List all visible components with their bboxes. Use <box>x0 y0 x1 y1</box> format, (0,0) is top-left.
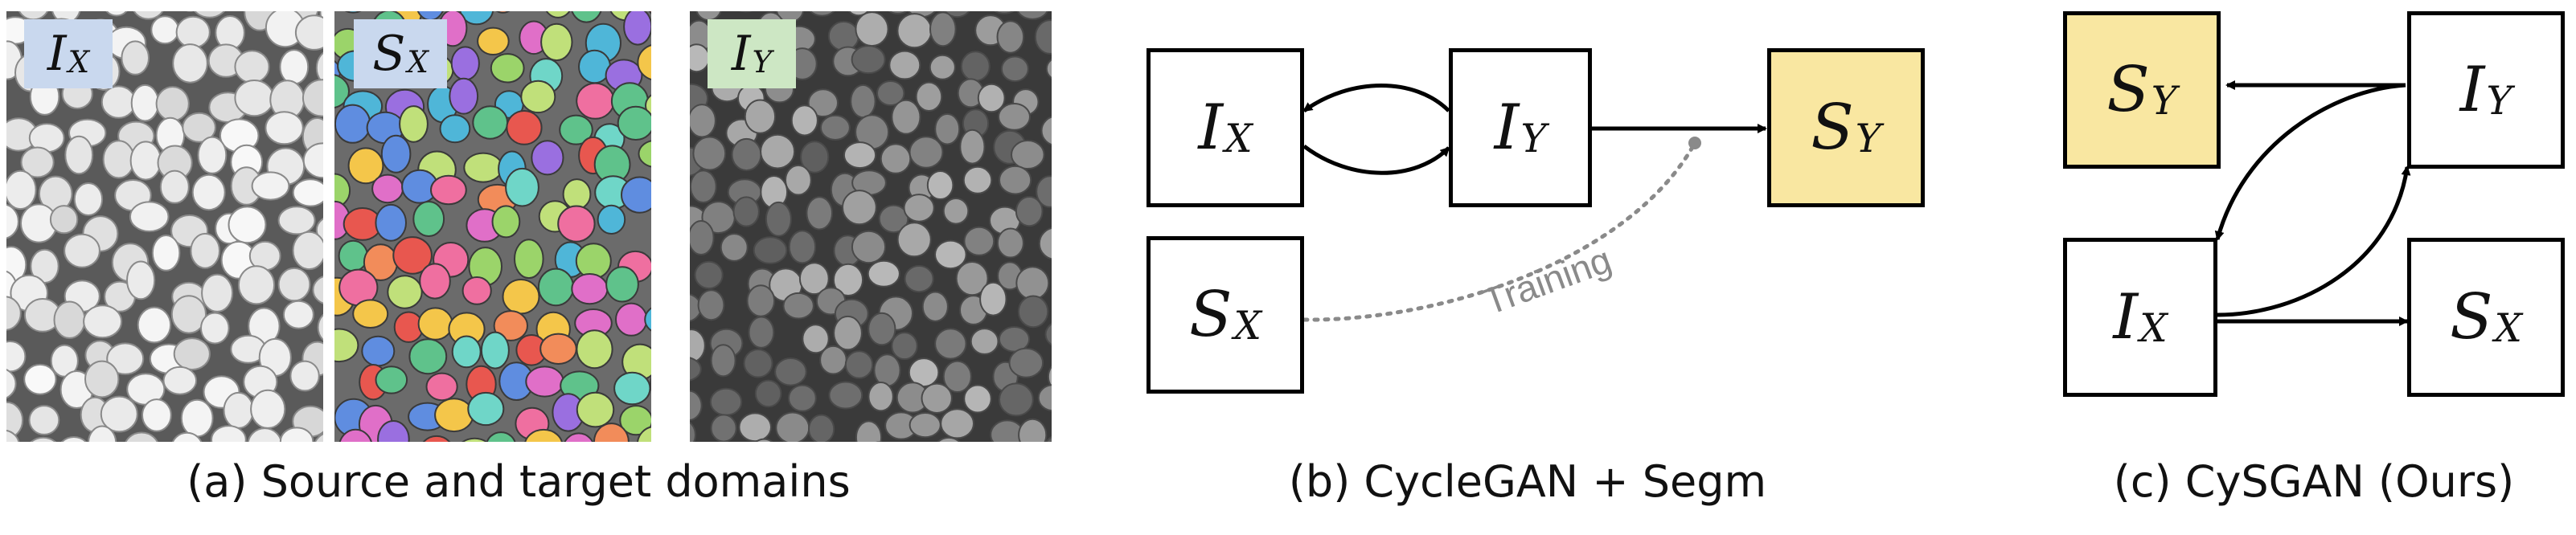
caption-b: (b) CycleGAN + Segm <box>1288 456 1767 507</box>
training-dotted-path <box>1302 141 1697 322</box>
caption-c: (c) CySGAN (Ours) <box>2113 456 2515 507</box>
caption-a: (a) Source and target domains <box>187 456 851 507</box>
arrow-iy-to-ix-c <box>2214 83 2406 241</box>
arrow-iy-to-ix <box>1302 84 1450 113</box>
arrow-ix-to-iy-c <box>2217 165 2411 317</box>
arrow-ix-to-iy <box>1302 145 1450 175</box>
training-endpoint-dot <box>1688 137 1701 149</box>
